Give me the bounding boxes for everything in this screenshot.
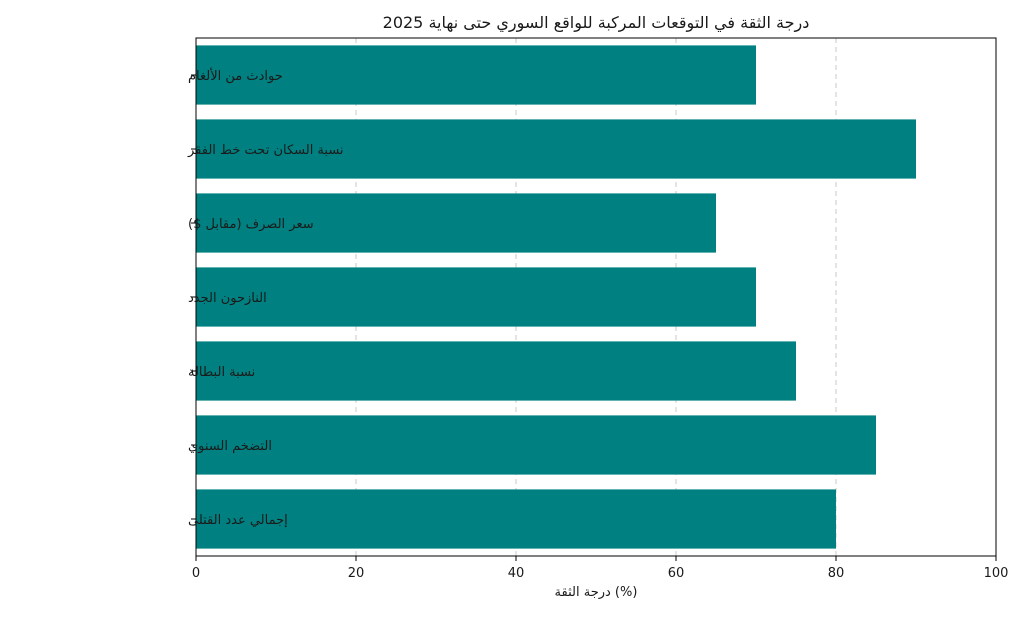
x-tick-label: 80 xyxy=(828,566,845,581)
x-tick-label: 40 xyxy=(508,566,525,581)
bars xyxy=(196,45,916,549)
y-category-label: نسبة السكان تحت خط الفقر xyxy=(187,143,344,158)
y-category-label: حوادث من الألغام xyxy=(188,67,283,84)
bar xyxy=(196,119,916,179)
bar xyxy=(196,193,716,253)
y-category-label: إجمالي عدد القتلى xyxy=(188,513,288,528)
x-axis-ticks: 0 20 40 60 80 100 xyxy=(192,556,1009,581)
x-tick-label: 20 xyxy=(348,566,365,581)
y-category-label: النازحون الجدد xyxy=(188,291,267,306)
y-category-label: سعر الصرف (مقابل $) xyxy=(188,217,314,232)
bar xyxy=(196,45,756,105)
y-axis-categories: حوادث من الألغام نسبة السكان تحت خط الفقر… xyxy=(187,67,344,528)
x-tick-label: 100 xyxy=(984,566,1009,581)
x-tick-label: 0 xyxy=(192,566,200,581)
bar xyxy=(196,489,836,549)
y-category-label: التضخم السنوي xyxy=(188,439,272,454)
x-tick-label: 60 xyxy=(668,566,685,581)
x-axis-label: درجة الثقة (%) xyxy=(555,585,638,600)
bar xyxy=(196,267,756,327)
chart-title: درجة الثقة في التوقعات المركبة للواقع ال… xyxy=(383,13,810,33)
bar xyxy=(196,415,876,475)
y-category-label: نسبة البطالة xyxy=(188,365,255,380)
bar xyxy=(196,341,796,401)
